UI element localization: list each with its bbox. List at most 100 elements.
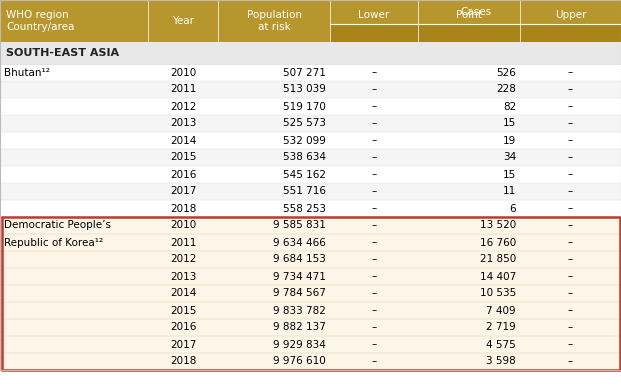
Text: –: – [568,272,573,281]
Text: 9 929 834: 9 929 834 [273,339,326,349]
Text: 519 170: 519 170 [283,101,326,111]
Text: 6: 6 [509,204,516,214]
Bar [0,200,621,217]
Text: –: – [568,322,573,332]
Text: 15: 15 [503,118,516,128]
Text: –: – [371,101,376,111]
Text: 9 684 153: 9 684 153 [273,255,326,264]
Text: –: – [371,238,376,248]
Text: –: – [568,305,573,315]
Bar [0,302,621,319]
Text: 2016: 2016 [170,170,196,180]
Text: –: – [371,272,376,281]
Text: 9 634 466: 9 634 466 [273,238,326,248]
Text: 2 719: 2 719 [486,322,516,332]
Bar [0,115,621,132]
Text: 2011: 2011 [170,238,196,248]
Text: –: – [371,339,376,349]
Text: –: – [568,339,573,349]
Text: Democratic People’s: Democratic People’s [4,221,111,231]
Text: 2013: 2013 [170,118,196,128]
Text: 2012: 2012 [170,255,196,264]
Text: Point: Point [456,10,482,20]
Bar [0,319,621,336]
Text: 9 833 782: 9 833 782 [273,305,326,315]
Text: Upper: Upper [555,10,586,20]
Text: 7 409: 7 409 [486,305,516,315]
Bar [0,217,621,234]
Text: –: – [568,187,573,197]
Text: SOUTH-EAST ASIA: SOUTH-EAST ASIA [6,48,119,58]
Bar [0,353,621,370]
Text: –: – [568,221,573,231]
Text: –: – [371,305,376,315]
Text: –: – [568,118,573,128]
Text: –: – [371,152,376,163]
Bar [0,336,621,353]
Text: –: – [568,135,573,146]
Text: –: – [371,204,376,214]
Text: 551 716: 551 716 [283,187,326,197]
Bar [0,0,621,42]
Text: 2010: 2010 [170,67,196,77]
Text: –: – [568,238,573,248]
Text: –: – [371,221,376,231]
Bar [0,81,621,98]
Text: 2013: 2013 [170,272,196,281]
Text: 513 039: 513 039 [283,84,326,94]
Text: 82: 82 [503,101,516,111]
Text: 11: 11 [503,187,516,197]
Text: 2015: 2015 [170,305,196,315]
Text: –: – [371,322,376,332]
Text: –: – [568,67,573,77]
Text: 507 271: 507 271 [283,67,326,77]
Text: 532 099: 532 099 [283,135,326,146]
Text: 9 734 471: 9 734 471 [273,272,326,281]
Bar [0,64,621,81]
Text: 19: 19 [503,135,516,146]
Text: 10 535: 10 535 [480,288,516,298]
Text: –: – [371,255,376,264]
Text: 13 520: 13 520 [480,221,516,231]
Text: 2016: 2016 [170,322,196,332]
Text: 2014: 2014 [170,288,196,298]
Text: 4 575: 4 575 [486,339,516,349]
Text: 15: 15 [503,170,516,180]
Text: 2017: 2017 [170,187,196,197]
Bar [1,217,620,370]
Text: –: – [568,255,573,264]
Text: 2015: 2015 [170,152,196,163]
Text: –: – [371,187,376,197]
Text: 2017: 2017 [170,339,196,349]
Bar [0,234,621,251]
Text: 545 162: 545 162 [283,170,326,180]
Bar [0,166,621,183]
Text: Bhutan¹²: Bhutan¹² [4,67,50,77]
Text: –: – [371,118,376,128]
Text: 2012: 2012 [170,101,196,111]
Text: 2018: 2018 [170,204,196,214]
Bar [0,251,621,268]
Text: –: – [568,101,573,111]
Text: 526: 526 [496,67,516,77]
Text: 228: 228 [496,84,516,94]
Bar [330,24,621,42]
Text: –: – [371,135,376,146]
Text: Republic of Korea¹²: Republic of Korea¹² [4,238,103,248]
Bar [0,268,621,285]
Bar [0,42,621,64]
Text: 9 585 831: 9 585 831 [273,221,326,231]
Text: Year: Year [172,16,194,26]
Text: 558 253: 558 253 [283,204,326,214]
Text: 9 784 567: 9 784 567 [273,288,326,298]
Text: –: – [371,170,376,180]
Text: –: – [568,152,573,163]
Text: 9 882 137: 9 882 137 [273,322,326,332]
Text: –: – [568,170,573,180]
Text: Lower: Lower [358,10,389,20]
Text: Population
at risk: Population at risk [247,10,302,32]
Text: –: – [568,356,573,366]
Text: –: – [568,288,573,298]
Text: 34: 34 [503,152,516,163]
Text: 2018: 2018 [170,356,196,366]
